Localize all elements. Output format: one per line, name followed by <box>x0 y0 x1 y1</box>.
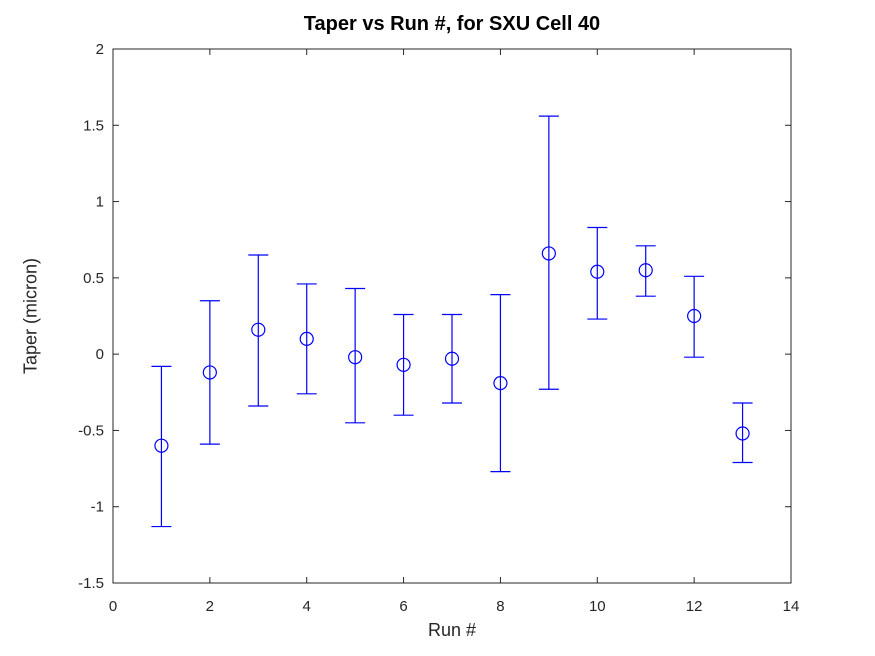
data-point-marker <box>251 322 266 337</box>
errorbar-run-13 <box>732 402 753 464</box>
x-tick-label: 4 <box>303 598 311 615</box>
x-tick-label: 10 <box>589 598 606 615</box>
errorbar-run-7 <box>442 313 462 404</box>
data-point-marker <box>590 264 605 279</box>
plot-box <box>112 48 792 584</box>
errorbar-run-5 <box>345 287 366 424</box>
data-point-marker <box>541 246 556 261</box>
errorbar-run-9 <box>538 115 559 390</box>
errorbar-run-12 <box>684 275 705 358</box>
data-point-marker <box>687 308 702 324</box>
data-point-marker <box>154 438 169 453</box>
errorbar-run-11 <box>635 245 656 297</box>
errorbar-run-8 <box>490 294 511 473</box>
y-tick-label: -1.5 <box>78 575 104 592</box>
x-axis-label: Run # <box>427 620 477 640</box>
x-tick-label: 2 <box>206 598 214 615</box>
y-axis-label: Taper (micron) <box>20 257 41 375</box>
x-tick-label: 6 <box>399 598 407 615</box>
y-tick-label: 0.5 <box>83 270 104 287</box>
x-tick-label: 12 <box>686 598 703 615</box>
data-point-marker <box>299 331 314 346</box>
errorbar-run-3 <box>248 254 269 407</box>
data-point-marker <box>202 365 217 380</box>
data-point-marker <box>444 351 460 366</box>
taper-errorbar-series <box>151 115 753 528</box>
data-point-marker <box>396 357 411 372</box>
errorbar-run-1 <box>151 365 172 528</box>
y-tick-label: -0.5 <box>78 422 104 439</box>
errorbar-run-10 <box>587 226 608 320</box>
y-tick-label: -1 <box>91 499 104 516</box>
y-tick-label: 0 <box>96 346 104 363</box>
data-point-marker <box>493 376 508 391</box>
data-point-marker <box>638 263 653 278</box>
y-tick-label: 2 <box>96 41 104 58</box>
x-tick-label: 8 <box>496 598 504 615</box>
errorbar-run-4 <box>296 283 317 395</box>
errorbar-run-2 <box>199 300 220 445</box>
y-tick-label: 1 <box>96 194 104 211</box>
data-point-marker <box>348 350 363 365</box>
y-tick-label: 1.5 <box>83 117 104 134</box>
chart-title: Taper vs Run #, for SXU Cell 40 <box>303 13 601 35</box>
data-point-marker <box>735 426 750 441</box>
x-tick-label: 14 <box>783 598 800 615</box>
x-tick-label: 0 <box>109 598 117 615</box>
errorbar-run-6 <box>393 313 414 416</box>
